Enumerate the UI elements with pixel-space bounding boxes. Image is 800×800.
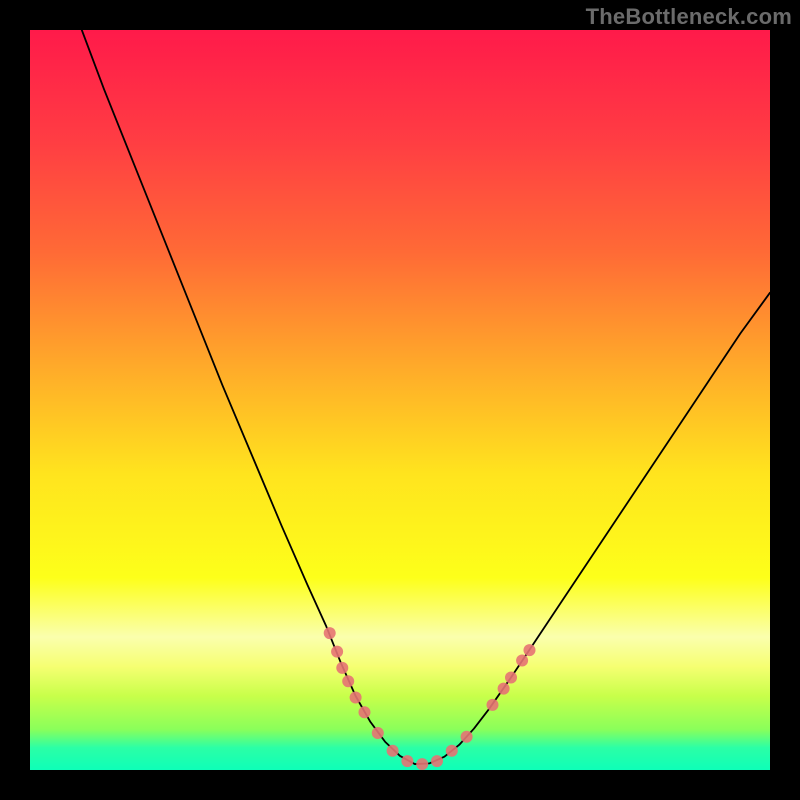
marker-point (331, 646, 343, 658)
marker-point (524, 644, 536, 656)
marker-point (358, 706, 370, 718)
marker-point (342, 675, 354, 687)
marker-point (498, 683, 510, 695)
watermark-label: TheBottleneck.com (586, 4, 792, 30)
chart-container: TheBottleneck.com (0, 0, 800, 800)
marker-point (336, 662, 348, 674)
gradient-background (30, 30, 770, 770)
marker-point (487, 699, 499, 711)
marker-point (401, 755, 413, 767)
marker-point (372, 727, 384, 739)
marker-point (505, 672, 517, 684)
marker-point (324, 627, 336, 639)
marker-point (350, 691, 362, 703)
marker-point (387, 745, 399, 757)
marker-point (416, 758, 428, 770)
marker-point (461, 731, 473, 743)
marker-point (431, 755, 443, 767)
marker-point (446, 745, 458, 757)
plot-area (30, 30, 770, 770)
bottleneck-curve-chart (30, 30, 770, 770)
marker-point (516, 654, 528, 666)
